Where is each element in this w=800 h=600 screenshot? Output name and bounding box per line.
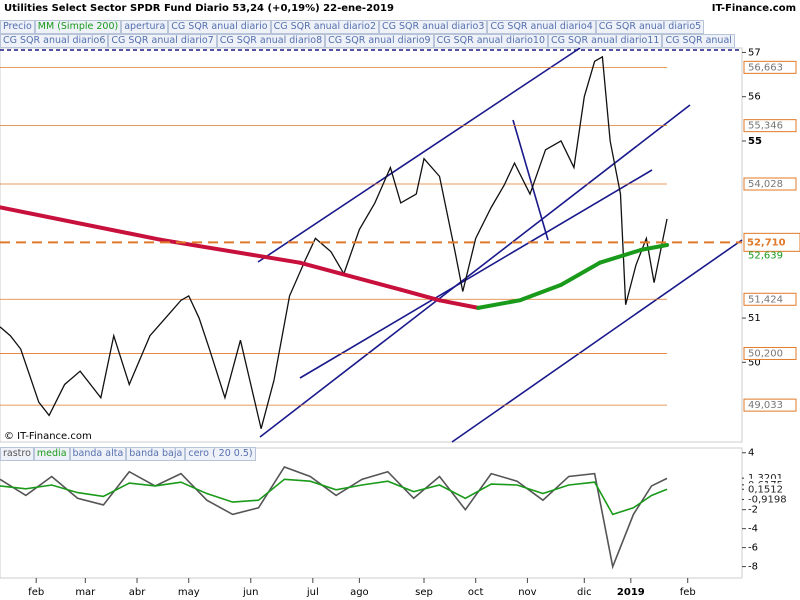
level-label-box: [743, 119, 797, 133]
x-tick-label: nov: [518, 587, 536, 598]
level-label: 1,3201: [748, 473, 783, 484]
legend-item: CG SQR anual diario2: [270, 20, 380, 34]
legend-item: MM (Simple 200): [34, 20, 122, 34]
x-tick-label: abr: [129, 587, 146, 598]
legend-item: cero ( 20 0.5): [185, 447, 256, 461]
level-label: -0,9198: [748, 494, 787, 505]
chart-title: Utilities Select Sector SPDR Fund Diario…: [4, 3, 394, 14]
y-tick-label: 51: [748, 313, 761, 324]
ma-segment: [297, 260, 403, 292]
ma-segment: [517, 282, 564, 303]
legend-item: CG SQR anual diario4: [487, 20, 596, 34]
legend-item: CG SQR anual diario10: [433, 34, 548, 48]
x-tick-label: may: [178, 587, 200, 598]
y-tick-label: -6: [748, 543, 758, 554]
level-label: 49,033: [748, 400, 783, 411]
legend-item: CG SQR anual diario: [168, 20, 271, 34]
x-tick-label: 2019: [617, 587, 645, 598]
series-line: [0, 55, 668, 429]
x-tick-label: feb: [680, 587, 696, 598]
legend-item: CG SQR anual diario7: [108, 34, 217, 48]
osc-panel: [0, 447, 743, 579]
trendline: [257, 47, 581, 263]
level-label: 50,200: [748, 348, 783, 359]
y-tick-label: 4: [748, 448, 754, 459]
level-label: 54,028: [748, 179, 783, 190]
legend-item: CG SQR anual: [662, 34, 735, 48]
x-tick-label: jun: [242, 587, 258, 598]
x-tick-label: mar: [75, 587, 96, 598]
trendline: [451, 239, 743, 443]
legend-item: banda baja: [126, 447, 186, 461]
level-label-box: [744, 493, 796, 506]
trendline: [259, 104, 691, 438]
ma-segment: [476, 298, 522, 310]
y-tick-label: -2: [748, 505, 758, 516]
legend-item: CG SQR anual diario11: [548, 34, 663, 48]
level-label: 51,424: [748, 294, 783, 305]
legend-item: apertura: [121, 20, 169, 34]
legend: Precio MM (Simple 200) apertura CG SQR anua…: [0, 20, 742, 48]
level-label-box: [743, 292, 797, 306]
y-tick-label: 56: [748, 92, 761, 103]
level-label-box: [743, 60, 797, 74]
current-label-box: [743, 232, 800, 252]
ma-segment: [559, 260, 602, 287]
trendline: [299, 169, 653, 379]
watermark: © IT-Finance.com: [4, 431, 92, 442]
x-tick-label: sep: [415, 587, 433, 598]
level-label: 55,346: [748, 121, 783, 132]
ma-segment: [639, 243, 670, 252]
trendline: [512, 119, 549, 241]
ma-segment: [398, 287, 442, 303]
y-tick-label: -8: [748, 562, 758, 573]
ma-segment: [437, 298, 481, 310]
legend-item: rastro: [0, 447, 34, 461]
ma-label: 52,639: [748, 250, 783, 261]
y-tick-label: 55: [748, 136, 762, 147]
y-tick-label: 57: [748, 47, 761, 58]
y-tick-label: -4: [748, 524, 758, 535]
series-line: [0, 478, 668, 516]
legend-item: media: [33, 447, 70, 461]
y-tick-label: 50: [748, 357, 761, 368]
x-tick-label: dic: [577, 587, 592, 598]
legend-item: CG SQR anual diario5: [595, 20, 705, 34]
level-label-box: [743, 398, 797, 412]
level-label-box: [744, 483, 796, 496]
legend-item: CG SQR anual diario8: [216, 34, 326, 48]
x-tick-label: feb: [28, 587, 44, 598]
legend-item: Precio: [0, 20, 35, 34]
x-tick-label: ago: [350, 587, 369, 598]
x-tick-label: oct: [468, 587, 484, 598]
legend-item: CG SQR anual diario3: [379, 20, 488, 34]
current-label: 52,710: [747, 237, 786, 248]
legend-item: CG SQR anual diario9: [325, 34, 434, 48]
legend: rastro media banda alta banda baja cero ( 20…: [0, 447, 400, 461]
ma-segment: [158, 237, 302, 265]
ma-segment: [597, 247, 644, 265]
level-label: 0,1512: [748, 484, 783, 495]
main-panel: [0, 47, 743, 443]
legend-item: CG SQR anual diario6: [0, 34, 109, 48]
level-label-box: [743, 346, 797, 360]
legend-item: banda alta: [69, 447, 127, 461]
level-label-box: [743, 177, 797, 191]
source: IT-Finance.com: [712, 3, 796, 14]
level-label: 56,663: [748, 62, 783, 73]
ma-segment: [0, 205, 163, 242]
trendlines: [257, 47, 743, 443]
x-tick-label: jul: [306, 587, 319, 598]
